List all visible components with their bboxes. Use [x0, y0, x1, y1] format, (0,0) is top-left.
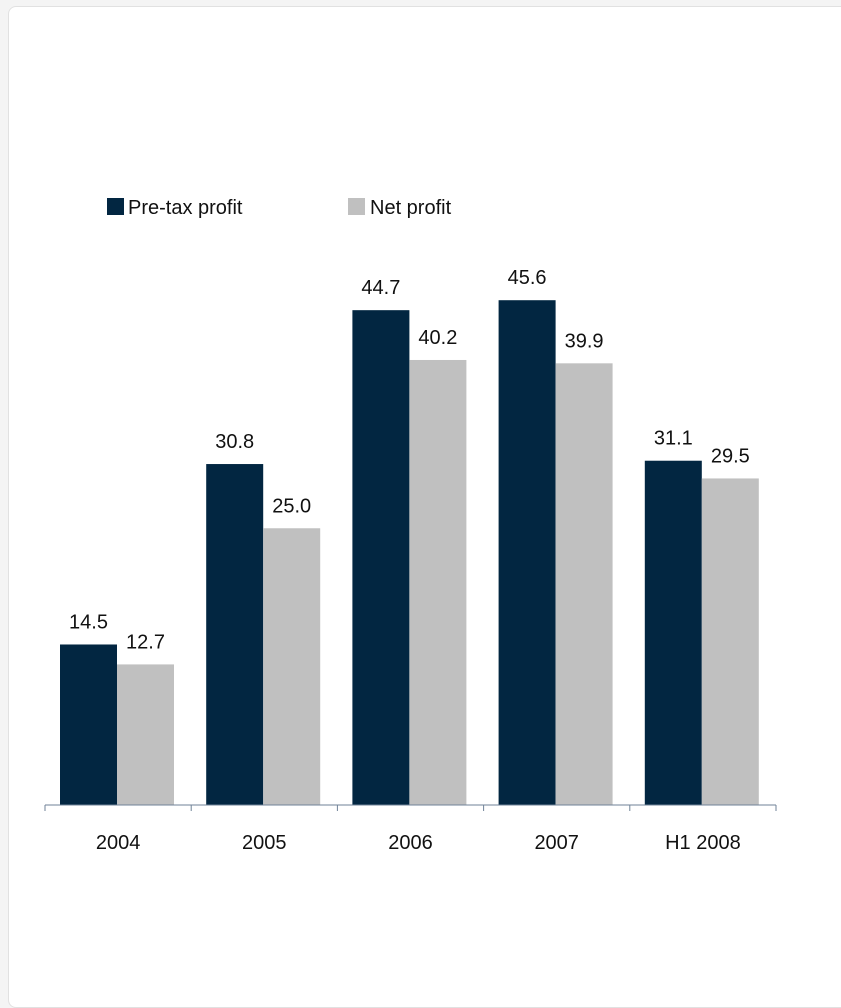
bar-pretax-2006: [352, 310, 410, 805]
bar-net-2004: [117, 664, 174, 805]
legend-label-pretax: Pre-tax profit: [128, 197, 243, 219]
bar-net-2005: [263, 528, 321, 805]
data-label: 39.9: [565, 330, 604, 352]
data-label: 40.2: [418, 327, 457, 349]
legend-swatch-pretax: [107, 198, 124, 215]
x-tick-label: 2007: [534, 832, 579, 854]
data-label: 45.6: [508, 267, 547, 289]
bar-pretax-2004: [60, 644, 117, 805]
x-tick-label: 2005: [242, 832, 287, 854]
bar-pretax-h1-2008: [644, 460, 702, 805]
data-label: 14.5: [69, 611, 108, 633]
data-label: 25.0: [272, 495, 311, 517]
x-tick-label: 2006: [388, 832, 433, 854]
bar-net-2006: [409, 359, 467, 805]
legend-label-net: Net profit: [370, 197, 452, 219]
x-tick-label: 2004: [96, 832, 141, 854]
data-label: 44.7: [361, 277, 400, 299]
legend-swatch-net: [348, 198, 365, 215]
bar-pretax-2007: [498, 300, 556, 805]
data-label: 30.8: [215, 431, 254, 453]
data-label: 12.7: [126, 631, 165, 653]
bar-net-h1-2008: [701, 478, 759, 805]
data-label: 29.5: [711, 445, 750, 467]
data-label: 31.1: [654, 428, 693, 450]
bar-pretax-2005: [206, 464, 264, 805]
x-tick-label: H1 2008: [665, 832, 741, 854]
bar-net-2007: [555, 363, 613, 805]
